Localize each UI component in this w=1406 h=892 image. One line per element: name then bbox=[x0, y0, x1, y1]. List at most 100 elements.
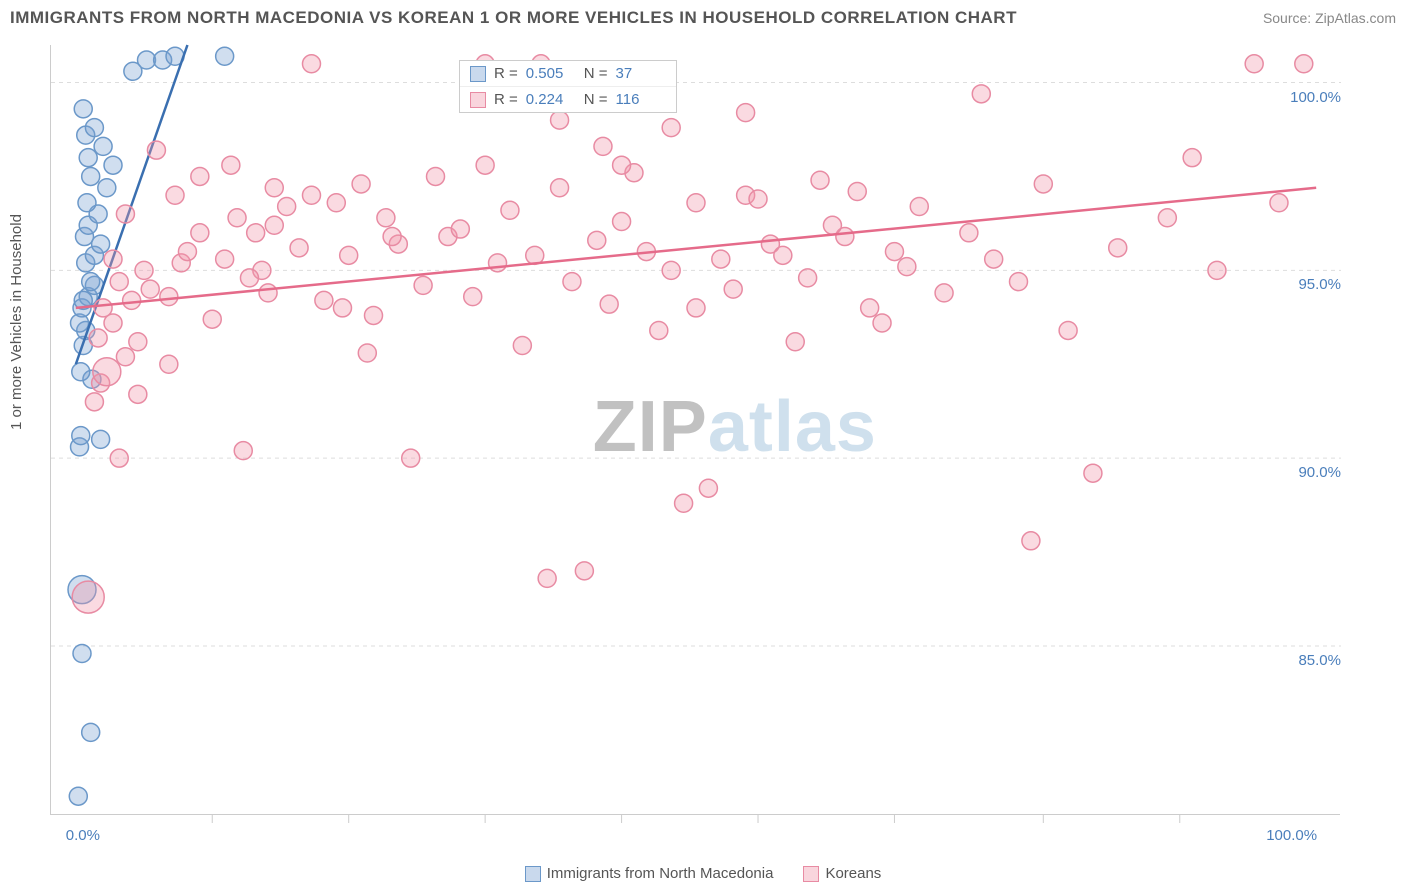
y-tick-label: 85.0% bbox=[1281, 652, 1341, 669]
point-korean bbox=[302, 55, 320, 73]
stats-n-value: 37 bbox=[616, 65, 666, 82]
stats-row: R =0.505N =37 bbox=[460, 61, 676, 87]
point-korean bbox=[116, 205, 134, 223]
point-korean bbox=[613, 213, 631, 231]
point-macedonia bbox=[98, 179, 116, 197]
y-axis-label: 1 or more Vehicles in Household bbox=[8, 214, 25, 430]
plot-area: ZIPatlas85.0%90.0%95.0%100.0%0.0%100.0%R… bbox=[50, 45, 1340, 815]
point-macedonia bbox=[73, 644, 91, 662]
point-korean bbox=[302, 186, 320, 204]
point-korean bbox=[129, 333, 147, 351]
point-macedonia bbox=[216, 47, 234, 65]
point-korean bbox=[240, 269, 258, 287]
point-korean bbox=[72, 581, 104, 613]
legend-swatch bbox=[803, 866, 819, 882]
point-macedonia bbox=[72, 363, 90, 381]
point-macedonia bbox=[79, 149, 97, 167]
point-korean bbox=[501, 201, 519, 219]
stats-n-label: N = bbox=[584, 91, 608, 108]
point-korean bbox=[786, 333, 804, 351]
point-korean bbox=[972, 85, 990, 103]
point-macedonia bbox=[85, 119, 103, 137]
point-korean bbox=[358, 344, 376, 362]
point-korean bbox=[662, 119, 680, 137]
chart-title: IMMIGRANTS FROM NORTH MACEDONIA VS KOREA… bbox=[10, 8, 1017, 28]
point-korean bbox=[687, 194, 705, 212]
point-korean bbox=[594, 137, 612, 155]
legend-label: Koreans bbox=[825, 865, 881, 882]
point-korean bbox=[600, 295, 618, 313]
point-korean bbox=[712, 250, 730, 268]
point-macedonia bbox=[82, 723, 100, 741]
point-korean bbox=[1183, 149, 1201, 167]
stats-r-value: 0.224 bbox=[526, 91, 576, 108]
point-korean bbox=[861, 299, 879, 317]
point-macedonia bbox=[74, 100, 92, 118]
point-korean bbox=[1208, 261, 1226, 279]
point-korean bbox=[427, 167, 445, 185]
point-korean bbox=[265, 179, 283, 197]
point-korean bbox=[352, 175, 370, 193]
legend-swatch bbox=[525, 866, 541, 882]
point-korean bbox=[203, 310, 221, 328]
point-korean bbox=[551, 179, 569, 197]
point-korean bbox=[898, 258, 916, 276]
point-korean bbox=[650, 321, 668, 339]
point-korean bbox=[1010, 273, 1028, 291]
point-macedonia bbox=[78, 194, 96, 212]
point-macedonia bbox=[82, 273, 100, 291]
point-korean bbox=[1245, 55, 1263, 73]
point-macedonia bbox=[138, 51, 156, 69]
point-korean bbox=[89, 329, 107, 347]
point-korean bbox=[178, 243, 196, 261]
point-korean bbox=[160, 355, 178, 373]
point-korean bbox=[110, 273, 128, 291]
point-korean bbox=[464, 288, 482, 306]
point-korean bbox=[1158, 209, 1176, 227]
point-korean bbox=[613, 156, 631, 174]
stats-r-label: R = bbox=[494, 65, 518, 82]
point-korean bbox=[451, 220, 469, 238]
point-korean bbox=[191, 224, 209, 242]
point-korean bbox=[699, 479, 717, 497]
point-korean bbox=[749, 190, 767, 208]
x-tick-label: 100.0% bbox=[1266, 827, 1317, 844]
point-korean bbox=[216, 250, 234, 268]
point-korean bbox=[383, 228, 401, 246]
point-korean bbox=[774, 246, 792, 264]
point-korean bbox=[1059, 321, 1077, 339]
point-korean bbox=[259, 284, 277, 302]
point-korean bbox=[563, 273, 581, 291]
point-korean bbox=[166, 186, 184, 204]
point-korean bbox=[141, 280, 159, 298]
y-tick-label: 95.0% bbox=[1281, 276, 1341, 293]
point-korean bbox=[402, 449, 420, 467]
legend-swatch bbox=[470, 66, 486, 82]
point-korean bbox=[135, 261, 153, 279]
legend-label: Immigrants from North Macedonia bbox=[547, 865, 774, 882]
point-korean bbox=[551, 111, 569, 129]
point-korean bbox=[575, 562, 593, 580]
point-korean bbox=[228, 209, 246, 227]
point-korean bbox=[724, 280, 742, 298]
point-macedonia bbox=[82, 167, 100, 185]
point-korean bbox=[1084, 464, 1102, 482]
legend-item: Immigrants from North Macedonia bbox=[525, 865, 774, 882]
stats-r-label: R = bbox=[494, 91, 518, 108]
point-korean bbox=[848, 182, 866, 200]
point-korean bbox=[85, 393, 103, 411]
y-tick-label: 100.0% bbox=[1281, 89, 1341, 106]
x-tick-label: 0.0% bbox=[66, 827, 100, 844]
point-macedonia bbox=[92, 430, 110, 448]
point-korean bbox=[265, 216, 283, 234]
title-bar: IMMIGRANTS FROM NORTH MACEDONIA VS KOREA… bbox=[10, 8, 1396, 28]
y-tick-label: 90.0% bbox=[1281, 464, 1341, 481]
point-korean bbox=[93, 358, 121, 386]
point-korean bbox=[687, 299, 705, 317]
point-korean bbox=[147, 141, 165, 159]
point-korean bbox=[315, 291, 333, 309]
point-korean bbox=[811, 171, 829, 189]
stats-n-label: N = bbox=[584, 65, 608, 82]
point-korean bbox=[476, 156, 494, 174]
point-korean bbox=[104, 250, 122, 268]
